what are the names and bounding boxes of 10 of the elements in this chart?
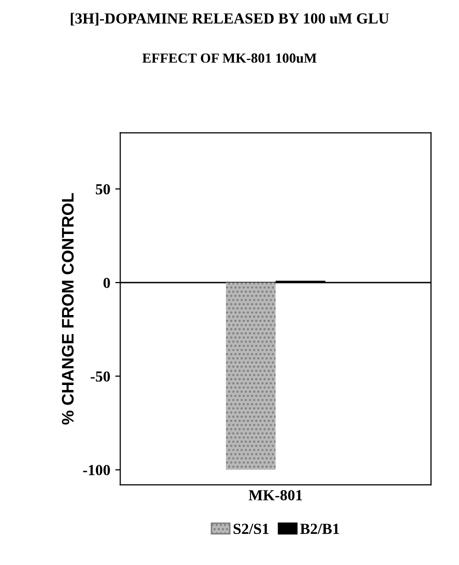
- y-tick-label: -100: [83, 464, 110, 476]
- y-axis-title: % CHANGE FROM CONTROL: [62, 193, 74, 425]
- y-tick-label: 0: [103, 278, 110, 288]
- legend-label: B2/B1: [300, 524, 340, 534]
- x-tick-label: MK-801: [248, 490, 302, 500]
- legend-label: S2/S1: [234, 524, 269, 534]
- chart-title: [3H]-DOPAMINE RELEASED BY 100 uM GLU: [70, 12, 389, 26]
- y-tick-label: -50: [90, 371, 110, 382]
- y-tick-label: 50: [96, 184, 110, 194]
- chart-subtitle: EFFECT OF MK-801 100uM: [142, 53, 316, 63]
